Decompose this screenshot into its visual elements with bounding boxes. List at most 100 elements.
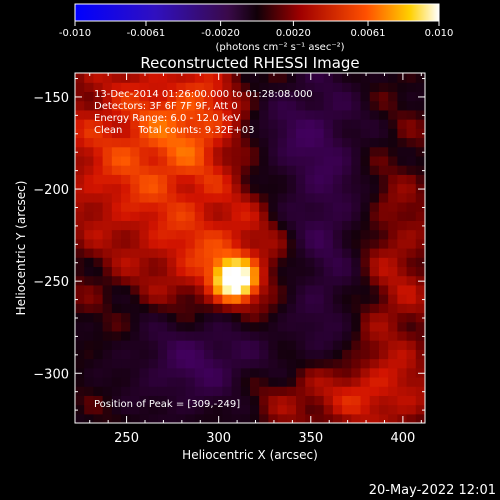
heatmap-cell — [157, 294, 168, 304]
heatmap-cell — [176, 330, 187, 341]
heatmap-cell — [102, 109, 113, 120]
heatmap-cell — [231, 91, 242, 102]
heatmap-cell — [240, 376, 251, 387]
heatmap-cell — [332, 128, 343, 139]
heatmap-cell — [231, 183, 242, 194]
heatmap-cell — [415, 146, 425, 157]
heatmap-cell — [332, 137, 343, 148]
heatmap-cell — [93, 340, 104, 350]
heatmap-cell — [213, 294, 223, 304]
heatmap-cell — [351, 183, 362, 194]
heatmap-cell — [415, 238, 425, 249]
heatmap-cell — [415, 284, 425, 295]
heatmap-cell — [139, 146, 150, 157]
heatmap-cell — [259, 266, 270, 277]
heatmap-cell — [194, 275, 205, 286]
heatmap-cell — [332, 386, 343, 396]
heatmap-cell — [75, 266, 85, 277]
heatmap-cell — [139, 128, 150, 139]
heatmap-cell — [111, 192, 122, 203]
heatmap-cell — [388, 82, 398, 93]
heatmap-cell — [314, 294, 325, 304]
heatmap-cell — [167, 146, 177, 157]
heatmap-cell — [268, 73, 279, 83]
heatmap-cell — [185, 321, 196, 332]
heatmap-cell — [406, 174, 417, 185]
heatmap-cell — [342, 220, 352, 231]
heatmap-cell — [130, 201, 141, 212]
heatmap-cell — [157, 349, 168, 360]
heatmap-cell — [314, 312, 325, 323]
heatmap-cell — [388, 395, 398, 406]
heatmap-cell — [102, 119, 113, 129]
heatmap-cell — [415, 183, 425, 194]
heatmap-cell — [139, 248, 150, 258]
heatmap-cell — [121, 358, 131, 369]
colorbar-unit-label: (photons cm⁻² s⁻¹ asec⁻²) — [215, 42, 344, 53]
heatmap-cell — [130, 284, 141, 295]
heatmap-cell — [148, 201, 159, 212]
heatmap-cell — [342, 367, 352, 378]
heatmap-cell — [250, 155, 260, 166]
heatmap-cell — [286, 266, 297, 277]
heatmap-cell — [231, 100, 242, 111]
heatmap-cell — [111, 257, 122, 268]
heatmap-cell — [121, 248, 131, 258]
heatmap-cell — [222, 248, 233, 258]
heatmap-cell — [277, 238, 288, 249]
heatmap-cell — [240, 395, 251, 406]
heatmap-cell — [111, 155, 122, 166]
heatmap-cell — [277, 201, 288, 212]
heatmap-cell — [213, 340, 223, 350]
heatmap-cell — [121, 395, 131, 406]
heatmap-cell — [342, 303, 352, 314]
heatmap-cell — [305, 340, 316, 350]
heatmap-cell — [305, 303, 316, 314]
heatmap-cell — [268, 248, 279, 258]
heatmap-cell — [351, 275, 362, 286]
heatmap-cell — [415, 321, 425, 332]
heatmap-cell — [167, 109, 177, 120]
heatmap-cell — [369, 82, 380, 93]
heatmap-cell — [231, 275, 242, 286]
heatmap-cell — [203, 358, 214, 369]
heatmap-cell — [406, 229, 417, 240]
heatmap-cell — [305, 73, 316, 83]
heatmap-cell — [157, 192, 168, 203]
heatmap-cell — [259, 404, 270, 415]
heatmap-cell — [102, 238, 113, 249]
heatmap-cell — [342, 395, 352, 406]
heatmap-cell — [176, 395, 187, 406]
heatmap-cell — [84, 155, 95, 166]
heatmap-cell — [194, 238, 205, 249]
heatmap-cell — [176, 109, 187, 120]
heatmap-cell — [157, 229, 168, 240]
heatmap-cell — [157, 404, 168, 415]
heatmap-cell — [148, 82, 159, 93]
heatmap-cell — [360, 165, 371, 175]
heatmap-cell — [406, 146, 417, 157]
heatmap-cell — [286, 229, 297, 240]
heatmap-cell — [351, 91, 362, 102]
heatmap-cell — [130, 229, 141, 240]
heatmap-cell — [213, 229, 223, 240]
heatmap-cell — [406, 211, 417, 221]
heatmap-cell — [286, 376, 297, 387]
heatmap-cell — [388, 266, 398, 277]
heatmap-cell — [139, 266, 150, 277]
heatmap-cell — [342, 100, 352, 111]
heatmap-cell — [102, 257, 113, 268]
heatmap-cell — [332, 238, 343, 249]
heatmap-cell — [102, 275, 113, 286]
heatmap-cell — [139, 367, 150, 378]
heatmap-cell — [268, 312, 279, 323]
heatmap-cell — [314, 229, 325, 240]
heatmap-cell — [84, 100, 95, 111]
heatmap-cell — [286, 128, 297, 139]
heatmap-cell — [250, 165, 260, 175]
heatmap-cell — [250, 321, 260, 332]
heatmap-cell — [139, 330, 150, 341]
heatmap-cell — [351, 340, 362, 350]
heatmap-cell — [378, 312, 389, 323]
heatmap-cell — [102, 155, 113, 166]
